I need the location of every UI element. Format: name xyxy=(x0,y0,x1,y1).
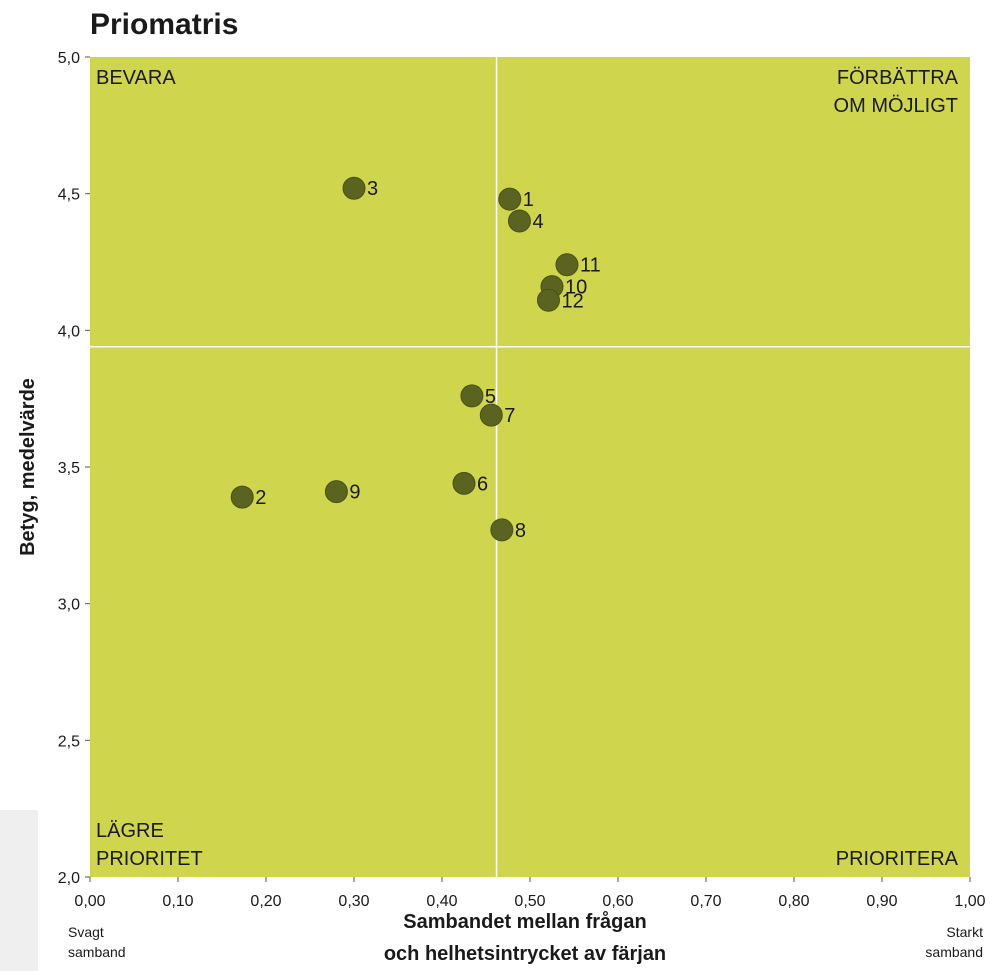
data-point xyxy=(460,384,484,408)
left-side-panel xyxy=(0,810,38,971)
data-point-label: 2 xyxy=(255,487,266,509)
data-point xyxy=(452,471,476,495)
data-point-label: 9 xyxy=(349,482,360,504)
y-tick-label: 2,5 xyxy=(58,733,80,750)
y-tick-label: 4,0 xyxy=(58,323,80,340)
x-axis-right-end-label-line1: Starkt xyxy=(946,924,983,940)
quadrant-label-bottom-left-line1: LÄGRE xyxy=(96,820,164,842)
x-axis-left-end-label-line2: samband xyxy=(68,944,126,960)
data-point xyxy=(536,288,560,312)
y-tick-label: 3,5 xyxy=(58,460,80,477)
x-axis-right-end-label-line2: samband xyxy=(925,944,983,960)
x-tick-label: 0,80 xyxy=(778,893,809,910)
data-point-label: 5 xyxy=(485,386,496,408)
data-point-label: 10 xyxy=(565,277,587,299)
data-point-label: 3 xyxy=(367,178,378,200)
quadrant-label-top-right-line2: OM MÖJLIGT xyxy=(834,95,958,117)
y-tick-label: 3,0 xyxy=(58,597,80,614)
y-axis-title: Betyg, medelvärde xyxy=(17,378,39,556)
data-point-label: 6 xyxy=(477,473,488,495)
data-point xyxy=(479,403,503,427)
data-point xyxy=(230,485,254,509)
x-tick-label: 0,00 xyxy=(74,893,105,910)
data-point-label: 7 xyxy=(504,405,515,427)
data-point xyxy=(555,253,579,277)
x-axis-left-end-label-line1: Svagt xyxy=(68,924,104,940)
y-tick-label: 4,5 xyxy=(58,187,80,204)
x-tick-label: 0,20 xyxy=(250,893,281,910)
x-tick-label: 0,90 xyxy=(866,893,897,910)
y-tick-label: 2,0 xyxy=(58,870,80,887)
data-point-label: 4 xyxy=(532,211,543,233)
quadrant-label-bottom-left-line2: PRIORITET xyxy=(96,848,203,870)
x-tick-label: 0,10 xyxy=(162,893,193,910)
data-point-label: 8 xyxy=(515,520,526,542)
data-point-label: 12 xyxy=(561,290,583,312)
y-tick-label: 5,0 xyxy=(58,50,80,67)
x-tick-label: 0,40 xyxy=(426,893,457,910)
data-point xyxy=(498,187,522,211)
plot-area xyxy=(90,57,970,877)
quadrant-label-top-left: BEVARA xyxy=(96,67,176,89)
data-point-label: 11 xyxy=(580,255,601,277)
x-axis-title-line2: och helhetsintrycket av färjan xyxy=(384,943,666,965)
x-tick-label: 0,70 xyxy=(690,893,721,910)
x-tick-label: 0,30 xyxy=(338,893,369,910)
x-tick-label: 1,00 xyxy=(954,893,985,910)
quadrant-label-bottom-right: PRIORITERA xyxy=(836,848,959,870)
data-point-label: 1 xyxy=(523,189,534,211)
x-tick-label: 0,50 xyxy=(514,893,545,910)
data-point xyxy=(490,518,514,542)
x-axis-title-line1: Sambandet mellan frågan xyxy=(403,910,646,933)
data-point xyxy=(507,209,531,233)
quadrant-label-top-right-line1: FÖRBÄTTRA xyxy=(837,67,959,89)
chart-title: Priomatris xyxy=(90,8,238,41)
data-point xyxy=(342,176,366,200)
x-tick-label: 0,60 xyxy=(602,893,633,910)
data-point xyxy=(324,480,348,504)
